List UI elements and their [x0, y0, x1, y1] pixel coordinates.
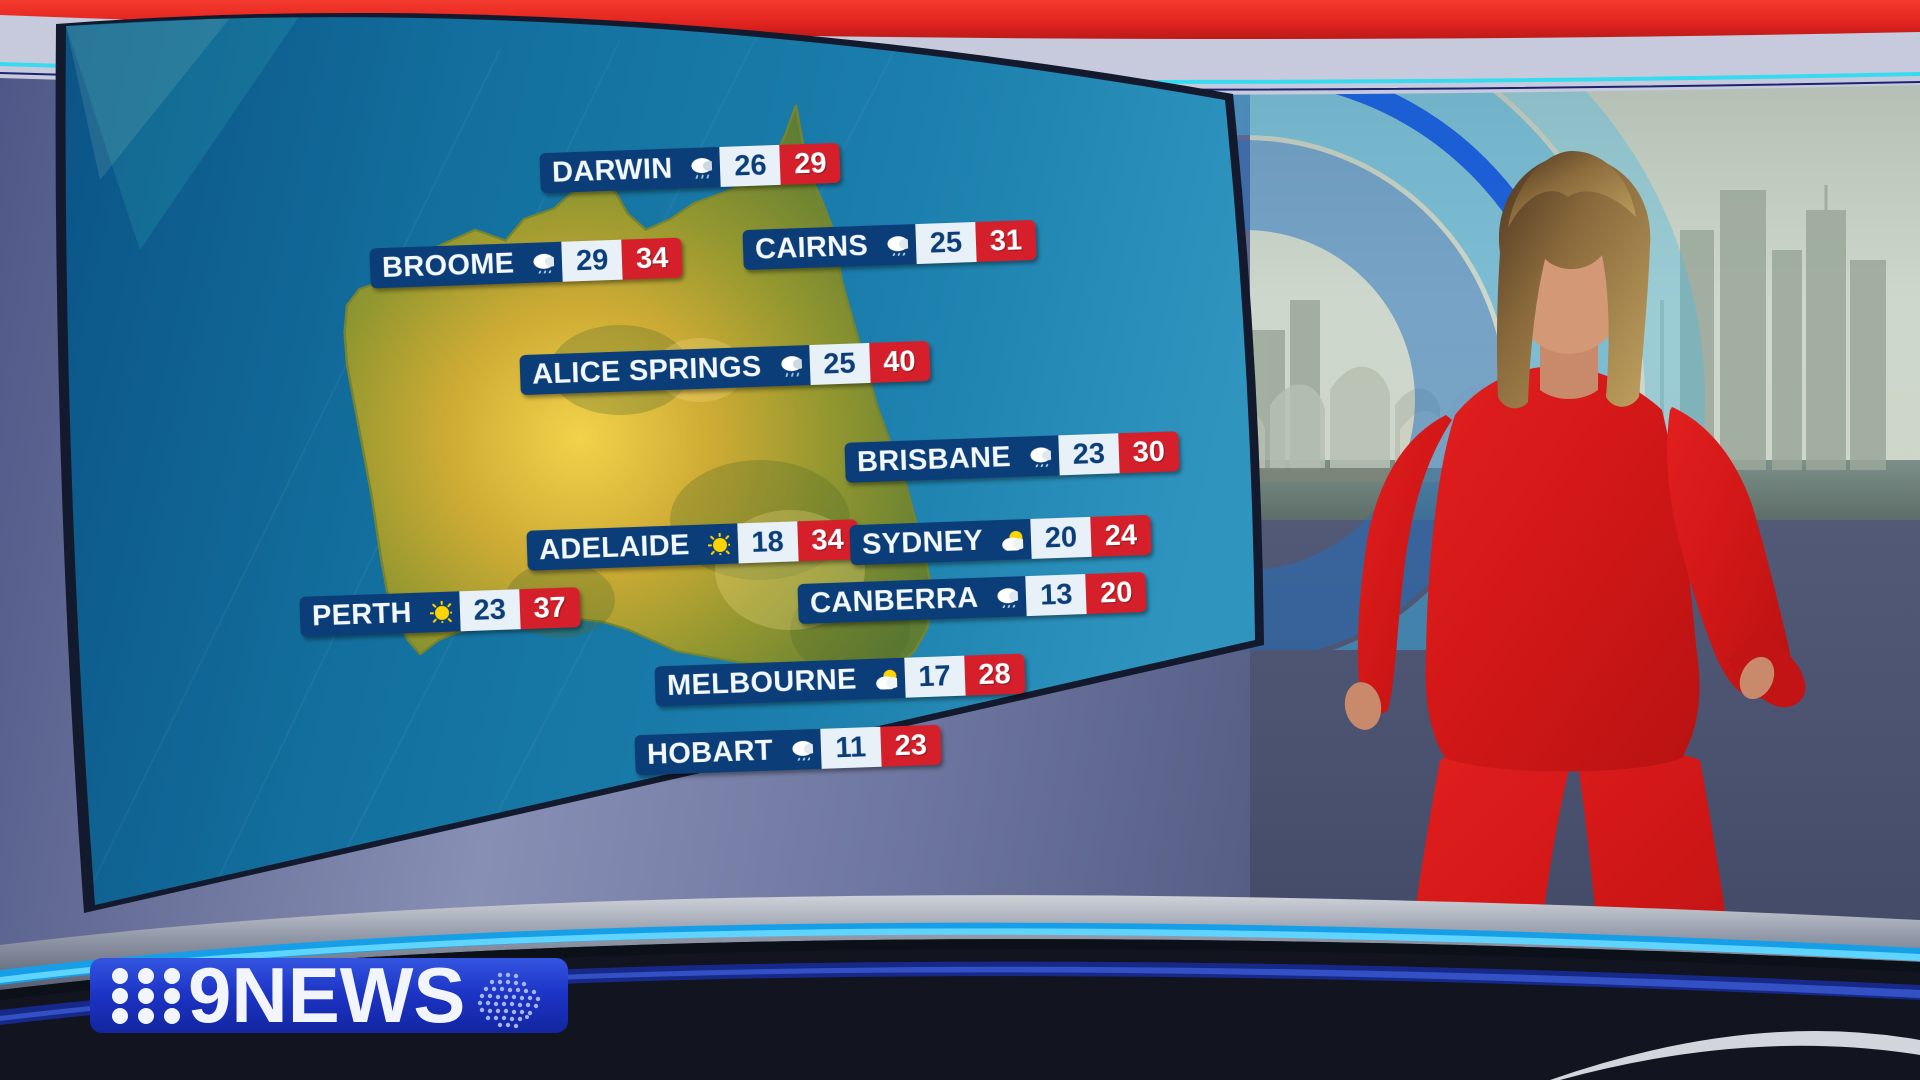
svg-text:9NEWS: 9NEWS — [188, 951, 465, 1039]
